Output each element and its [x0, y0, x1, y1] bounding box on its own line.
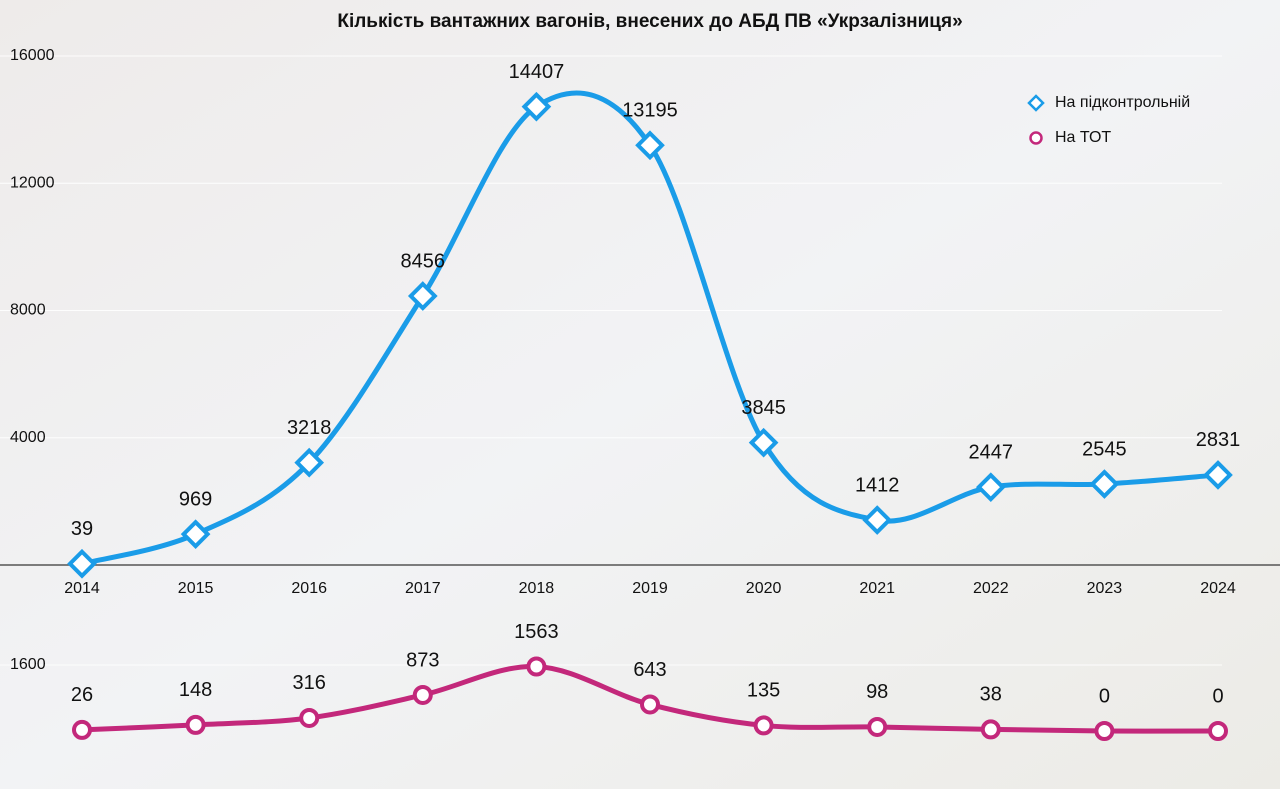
y-tick-label: 16000: [10, 47, 55, 64]
y-tick-label: 12000: [10, 174, 55, 191]
legend-label: На підконтрольній: [1055, 94, 1190, 111]
data-label: 1563: [514, 621, 559, 643]
data-label: 969: [179, 488, 212, 510]
data-label: 135: [747, 680, 780, 702]
data-label: 39: [71, 518, 93, 540]
y-tick-label: 4000: [10, 429, 46, 446]
point: [67, 548, 97, 579]
point: [975, 472, 1006, 502]
data-label: 873: [406, 649, 439, 671]
data-label: 1412: [855, 474, 900, 496]
x-tick-label: 2020: [746, 580, 782, 597]
point: [526, 656, 547, 677]
point: [640, 694, 660, 715]
point: [72, 719, 92, 740]
x-tick-label: 2017: [405, 580, 441, 597]
point: [1203, 460, 1233, 490]
x-tick-label: 2015: [178, 580, 214, 597]
legend-label: На ТОТ: [1055, 129, 1111, 146]
point: [1094, 721, 1115, 741]
data-label: 14407: [509, 61, 565, 83]
x-tick-label: 2018: [519, 580, 555, 597]
x-tick-label: 2023: [1087, 580, 1123, 597]
y-tick-label: 1600: [10, 656, 46, 673]
x-tick-label: 2024: [1200, 580, 1236, 597]
point: [635, 130, 665, 161]
point: [862, 505, 893, 535]
point: [412, 684, 433, 705]
data-label: 2831: [1196, 429, 1241, 451]
data-label: 8456: [401, 250, 446, 272]
x-tick-label: 2019: [632, 580, 668, 597]
point: [1208, 721, 1228, 741]
x-tick-label: 2022: [973, 580, 1009, 597]
point: [299, 707, 320, 728]
point: [521, 91, 552, 122]
data-label: 3218: [287, 417, 332, 439]
data-label: 316: [293, 672, 326, 694]
x-tick-label: 2016: [291, 580, 327, 597]
legend-marker: [1027, 94, 1045, 112]
point: [980, 719, 1001, 740]
point: [1089, 469, 1120, 499]
point: [185, 714, 206, 735]
point: [294, 447, 325, 478]
point: [180, 519, 211, 550]
data-label: 643: [633, 659, 666, 681]
point: [407, 281, 438, 311]
data-label: 38: [980, 684, 1002, 706]
data-label: 2545: [1082, 438, 1127, 460]
legend-marker: [1029, 131, 1043, 145]
data-label: 3845: [741, 397, 786, 419]
x-tick-label: 2021: [859, 580, 895, 597]
data-label: 13195: [622, 100, 678, 122]
data-label: 98: [866, 681, 888, 703]
y-tick-label: 8000: [10, 302, 46, 319]
chart-title: Кількість вантажних вагонів, внесених до…: [337, 11, 962, 32]
x-tick-label: 2014: [64, 580, 100, 597]
data-label: 0: [1212, 685, 1223, 707]
point: [867, 716, 888, 737]
data-label: 148: [179, 679, 212, 701]
point: [748, 427, 779, 458]
data-label: 26: [71, 684, 93, 706]
point: [753, 715, 774, 736]
data-label: 0: [1099, 685, 1110, 707]
data-label: 2447: [969, 441, 1014, 463]
